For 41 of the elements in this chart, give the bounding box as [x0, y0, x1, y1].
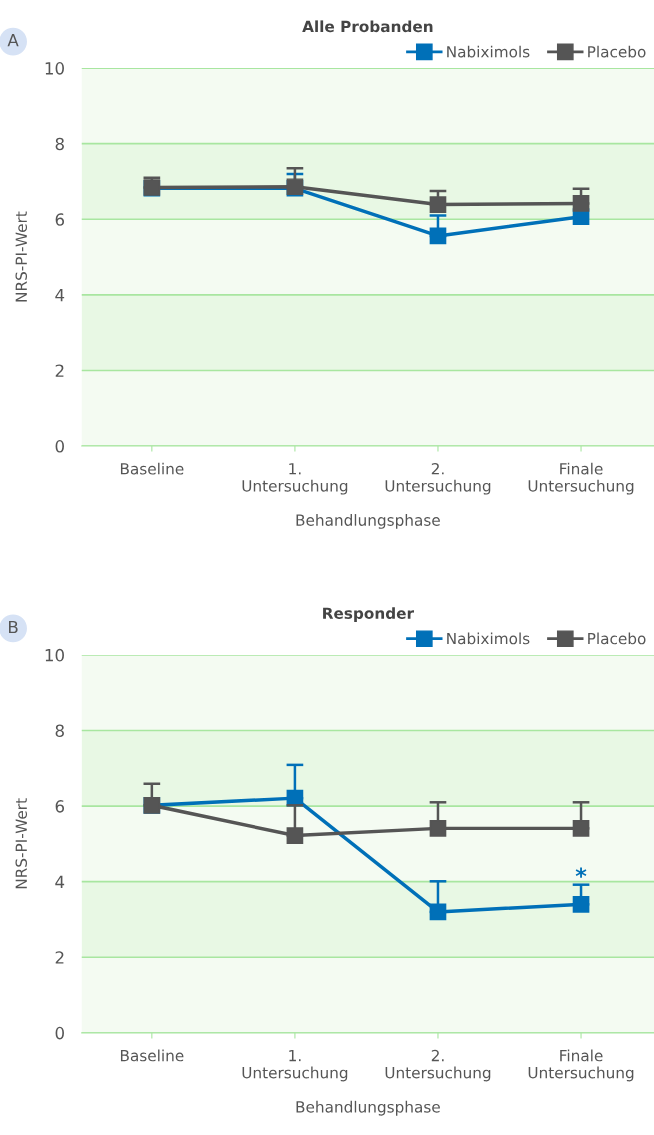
x-tick-label: 2. Untersuchung [385, 1049, 491, 1082]
y-tick-label: 10 [45, 62, 64, 75]
y-axis-title: NRS-PI-Wert [15, 798, 28, 889]
point [572, 195, 590, 212]
x-tick-label: 1. Untersuchung [242, 463, 348, 495]
y-tick-label: 0 [55, 1026, 64, 1040]
x-tick-label: Finale Untersuchung [528, 462, 634, 495]
x-tick-label: 2. Untersuchung [385, 462, 491, 495]
y-tick-label: 8 [55, 724, 64, 738]
y-tick-label: 10 [45, 648, 64, 662]
point [572, 820, 590, 837]
x-tick-label: 1. Untersuchung [242, 1049, 348, 1082]
y-tick-label: 2 [55, 951, 64, 964]
y-tick-label: 6 [55, 800, 65, 813]
annotation: * [575, 867, 587, 878]
y-tick-label: 6 [55, 213, 65, 226]
point [572, 896, 590, 913]
point [429, 903, 447, 921]
point [429, 196, 447, 213]
legend-label: Nabiximols [447, 632, 530, 645]
legend-label: Placebo [588, 632, 646, 645]
point [429, 227, 447, 245]
text: B [9, 620, 18, 634]
y-tick-label: 8 [55, 137, 64, 151]
point [286, 827, 304, 844]
x-tick-label: Baseline [120, 462, 184, 475]
y-axis-title: NRS-PI-Wert [15, 211, 28, 302]
text: A [7, 34, 19, 47]
chart-title: Alle Probanden [302, 20, 433, 33]
y-tick-label: 0 [55, 440, 64, 453]
y-tick-label: 2 [55, 364, 64, 377]
y-tick-label: 4 [55, 289, 65, 302]
chart-title: Responder [323, 607, 415, 622]
point [429, 820, 447, 837]
x-tick-label: Finale Untersuchung [528, 1049, 634, 1082]
y-tick-label: 4 [55, 875, 65, 888]
legend-label: Nabiximols [447, 45, 530, 58]
legend-label: Placebo [588, 45, 646, 58]
x-axis-title: Behandlungsphase [296, 514, 440, 529]
x-tick-label: Baseline [120, 1049, 184, 1062]
x-axis-title: Behandlungsphase [296, 1100, 440, 1116]
